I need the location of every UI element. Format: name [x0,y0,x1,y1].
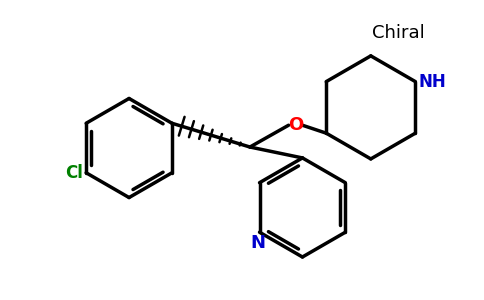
Text: O: O [288,116,303,134]
Text: N: N [250,234,265,252]
Text: Chiral: Chiral [372,24,425,42]
Text: NH: NH [418,73,446,91]
Text: Cl: Cl [65,164,83,182]
